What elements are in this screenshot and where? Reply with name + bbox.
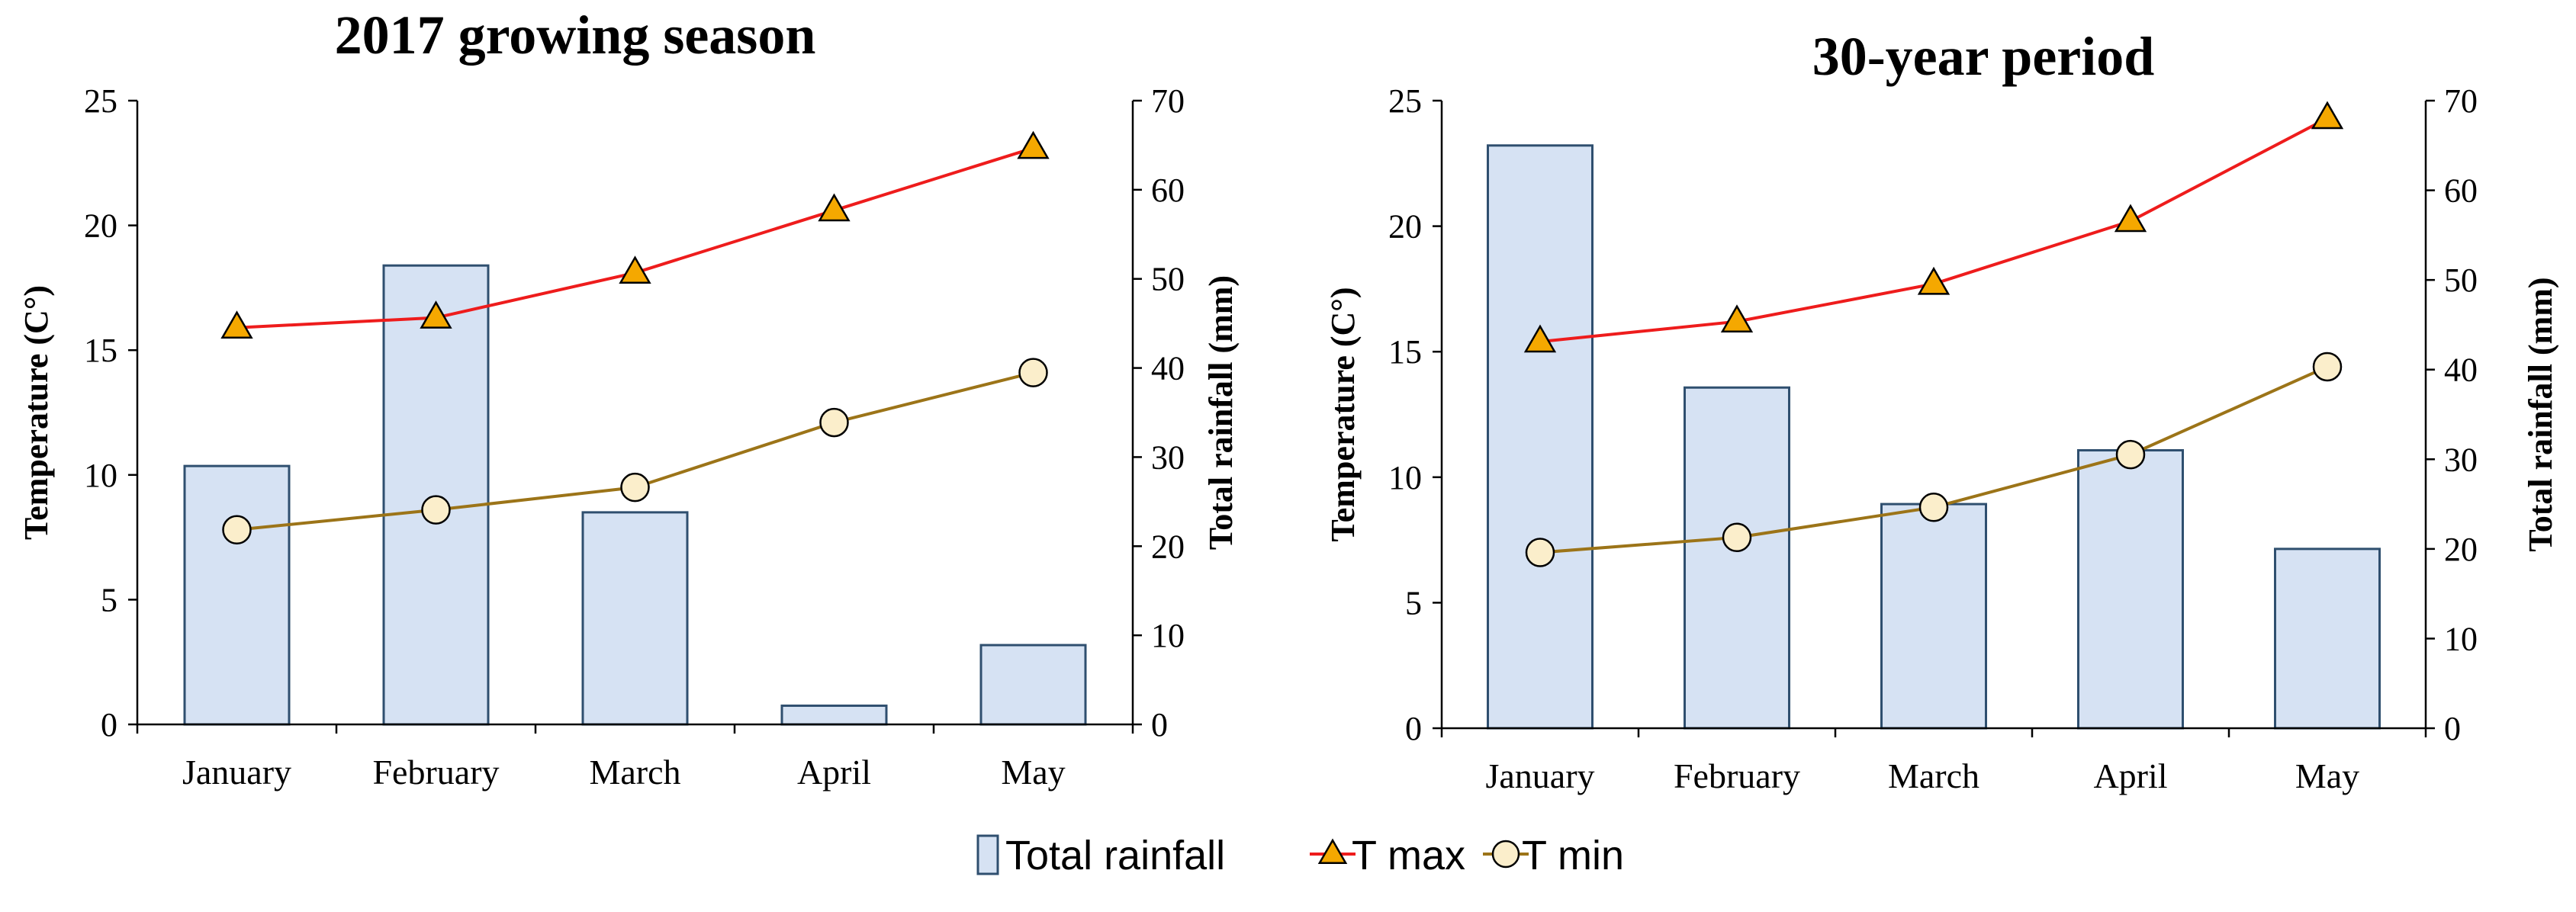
x-category-label: January [182, 753, 291, 792]
y-right-tick-label: 30 [1151, 438, 1185, 476]
rainfall-bar-february [382, 264, 490, 726]
tmin-point-february [421, 495, 451, 525]
tmax-point-march [619, 255, 651, 284]
y-left-tick-label: 10 [84, 457, 117, 494]
rainfall-bar-april [780, 704, 888, 726]
y-axis-right-title: Total rainfall (mm) [1202, 275, 1240, 550]
y-left-tick-label: 15 [1388, 333, 1422, 371]
chart-panel-2: 30-year period 0 5 10 15 20 25 0 10 20 30 40 50 60 70 J… [1324, 26, 2559, 795]
tmax-point-january [220, 310, 253, 339]
y-right-tick-label: 60 [2444, 172, 2478, 210]
tmax-point-may [1017, 130, 1050, 159]
y-right-tick-label: 70 [2444, 82, 2478, 120]
tmin-point-may [2312, 352, 2343, 382]
rainfall-bar-january [183, 464, 291, 726]
y-left-tick-label: 5 [1405, 584, 1422, 621]
y-right-tick-label: 10 [1151, 617, 1185, 654]
x-category-label: May [2295, 756, 2359, 795]
legend: Total rainfall T max T min [976, 833, 1624, 878]
y-left-tick-label: 25 [1388, 82, 1422, 120]
y-left-tick-label: 15 [84, 332, 117, 369]
y-left-tick-label: 5 [101, 581, 117, 618]
legend-tmin-label: T min [1522, 833, 1624, 878]
tmin-point-april [819, 407, 849, 438]
y-right-tick-label: 50 [2444, 262, 2478, 299]
y-right-tick-label: 40 [2444, 352, 2478, 389]
y-axis-right-title: Total rainfall (mm) [2522, 277, 2559, 551]
rainfall-bar-march [581, 511, 689, 726]
rainfall-bar-may [2274, 548, 2381, 730]
y-left-tick-label: 20 [1388, 208, 1422, 246]
chart-title: 2017 growing season [335, 5, 816, 66]
y-right-tick-label: 0 [2444, 710, 2461, 747]
tmax-point-march [1917, 266, 1950, 295]
y-axis-left-title: Temperature (C°) [18, 285, 55, 540]
legend-rainfall-label: Total rainfall [1005, 833, 1225, 878]
tmin-point-may [1018, 358, 1048, 387]
y-left-tick-label: 20 [84, 207, 117, 245]
tmin-point-march [620, 472, 650, 503]
rainfall-bar-april [2077, 449, 2184, 730]
rainfall-bar-february [1684, 386, 1790, 730]
y-left-tick-label: 0 [1405, 710, 1422, 747]
tmax-point-february [420, 300, 452, 329]
x-category-label: February [372, 753, 499, 792]
y-right-tick-label: 50 [1151, 261, 1185, 298]
y-right-tick-label: 20 [1151, 528, 1185, 565]
legend-tmax-label: T max [1352, 833, 1465, 878]
legend-tmax-marker [1317, 838, 1348, 864]
y-left-tick-label: 10 [1388, 459, 1422, 496]
y-right-tick-label: 0 [1151, 706, 1168, 743]
tmin-line [236, 371, 1034, 531]
chart-panel-1: 2017 growing season 0 5 10 15 20 25 0 10 20 30 40 50… [18, 5, 1240, 792]
x-category-label: January [1485, 756, 1594, 795]
rainfall-bar-march [1880, 503, 1987, 730]
rainfall-bar-may [979, 644, 1087, 726]
y-right-tick-label: 70 [1151, 82, 1185, 120]
y-right-tick-label: 10 [2444, 620, 2478, 657]
y-right-tick-label: 60 [1151, 172, 1185, 209]
x-category-label: April [797, 753, 871, 792]
tmin-point-march [1918, 493, 1949, 522]
tmin-point-february [1722, 522, 1752, 553]
rainfall-bar-january [1487, 144, 1594, 730]
y-axis-left-title: Temperature (C°) [1324, 287, 1362, 541]
x-category-label: February [1674, 756, 1800, 795]
tmin-point-january [1525, 538, 1555, 567]
tmax-line [236, 146, 1034, 329]
tmax-line [1539, 117, 2328, 344]
y-right-tick-label: 40 [1151, 350, 1185, 387]
tmax-point-january [1523, 324, 1557, 353]
legend-rainfall-swatch [976, 834, 999, 875]
tmin-point-january [222, 515, 252, 545]
tmax-point-february [1720, 304, 1754, 332]
x-category-label: May [1001, 753, 1065, 792]
y-right-tick-label: 30 [2444, 441, 2478, 478]
y-left-tick-label: 25 [84, 82, 117, 120]
tmax-point-april [818, 193, 851, 222]
chart-title: 30-year period [1812, 26, 2155, 87]
tmax-point-april [2114, 204, 2147, 233]
y-right-tick-label: 20 [2444, 531, 2478, 568]
tmin-point-april [2115, 439, 2146, 470]
x-category-label: March [589, 753, 680, 792]
legend-tmin-marker [1491, 840, 1520, 869]
x-category-label: April [2093, 756, 2167, 795]
y-left-tick-label: 0 [101, 706, 117, 743]
tmax-point-may [2311, 101, 2344, 130]
x-category-label: March [1888, 756, 1979, 795]
